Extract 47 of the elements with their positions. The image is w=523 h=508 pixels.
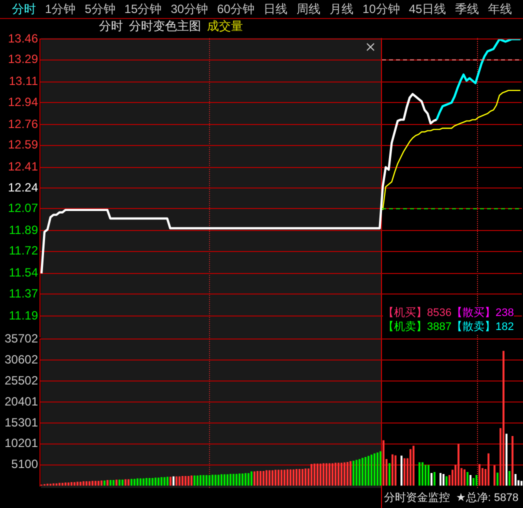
y-tick-label: 13.46 <box>8 32 38 46</box>
y-tick-label: 12.41 <box>8 160 38 174</box>
y-tick-label: 11.37 <box>8 286 38 300</box>
y-tick-label: 11.19 <box>8 308 38 322</box>
y-tick-label: 25502 <box>4 373 38 388</box>
y-tick-label: 12.24 <box>8 180 38 194</box>
text: 1分钟 <box>45 0 76 18</box>
y-tick-label: 15301 <box>4 415 38 430</box>
y-tick-label: 13.29 <box>8 52 38 66</box>
y-tick-label: 20401 <box>4 394 38 408</box>
y-tick-label: 13.11 <box>8 74 38 88</box>
y-tick-label: 12.76 <box>8 116 38 131</box>
annotation: 【机买】 <box>383 307 427 320</box>
y-tick-label: 11.89 <box>8 223 38 237</box>
text: 60分钟 <box>217 0 254 18</box>
y-tick-label: 12.59 <box>8 138 38 152</box>
text: 30分钟 <box>170 0 208 18</box>
y-tick-label: 11.72 <box>8 244 38 258</box>
text: 成交量 <box>207 19 243 33</box>
text: 分时 <box>99 19 123 33</box>
y-tick-label: 12.94 <box>8 94 38 109</box>
annotation: 【散卖】 <box>451 321 496 334</box>
text: 10分钟 <box>362 0 400 18</box>
text: 分时变色主图 <box>129 19 201 33</box>
text: 日线 <box>263 0 288 18</box>
y-tick-label: 10201 <box>4 436 38 450</box>
y-tick-label: 5100 <box>11 457 38 472</box>
text: ★总净: 5878 <box>456 492 518 505</box>
y-tick-label: 11.54 <box>8 266 38 280</box>
annotation: 【机卖】 <box>383 321 427 334</box>
text: 45日线 <box>408 0 446 18</box>
text: 15分钟 <box>124 0 162 18</box>
text: 周线 <box>296 0 320 18</box>
annotation: 【散买】 <box>451 307 496 320</box>
y-tick-label: 30602 <box>4 352 38 366</box>
y-tick-label: 12.07 <box>8 201 38 216</box>
text: 季线 <box>455 0 480 18</box>
annotation: 238 <box>495 307 514 320</box>
text: 分时 <box>12 0 36 18</box>
text: 年线 <box>488 0 512 18</box>
text: 分时资金监控 <box>384 492 450 505</box>
annotation: 3887 <box>427 321 452 334</box>
annotation: 8536 <box>427 307 452 320</box>
annotation: 182 <box>495 321 514 334</box>
text: 5分钟 <box>84 0 116 18</box>
y-tick-label: 35702 <box>4 332 38 346</box>
text: 月线 <box>329 0 354 18</box>
